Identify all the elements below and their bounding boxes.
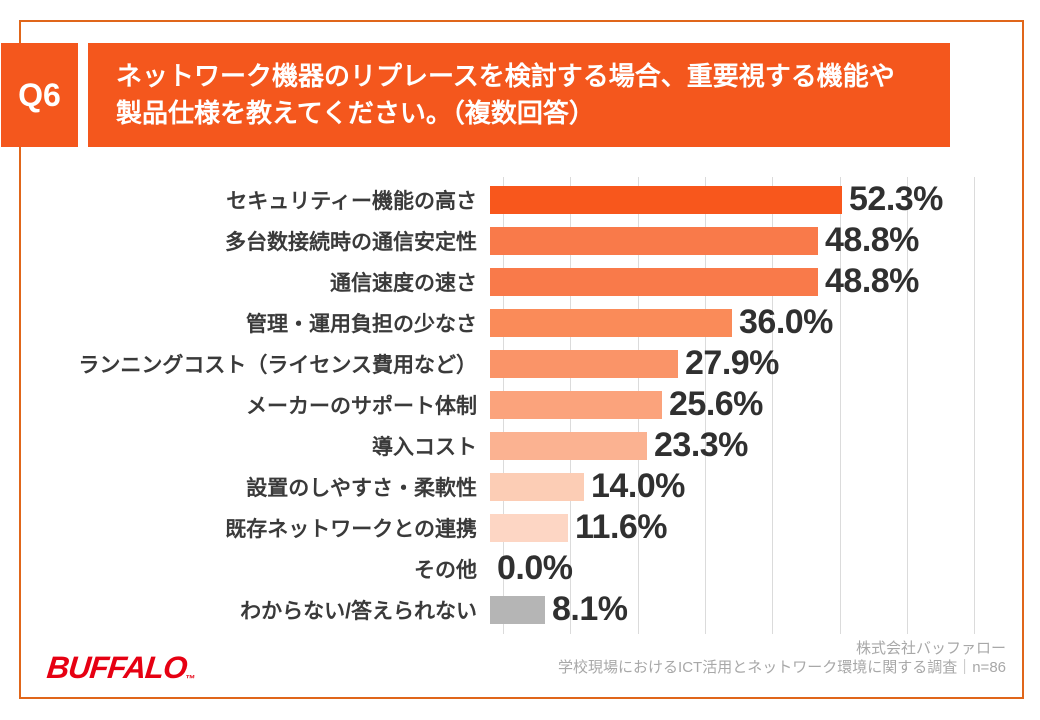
- question-badge-label: Q6: [18, 76, 61, 113]
- value-label: 48.8%: [825, 262, 919, 300]
- bar-area: 0.0%: [490, 548, 573, 589]
- value-label: 11.6%: [575, 508, 668, 546]
- value-label: 27.9%: [685, 344, 779, 382]
- bar-area: 11.6%: [490, 507, 668, 548]
- chart-row: 導入コスト 23.3%: [0, 425, 1040, 466]
- value-label: 25.6%: [669, 385, 763, 423]
- bar: [490, 185, 842, 214]
- bar: [490, 267, 818, 296]
- chart-row: わからない/答えられない 8.1%: [0, 589, 1040, 630]
- chart-row: その他 0.0%: [0, 548, 1040, 589]
- question-badge: Q6: [1, 43, 78, 147]
- gridline: [772, 177, 773, 634]
- chart-row: 多台数接続時の通信安定性 48.8%: [0, 220, 1040, 261]
- chart-row: 管理・運用負担の少なさ 36.0%: [0, 302, 1040, 343]
- bar-area: 8.1%: [490, 589, 628, 630]
- value-label: 8.1%: [552, 590, 628, 628]
- chart-row: ランニングコスト（ライセンス費用など） 27.9%: [0, 343, 1040, 384]
- value-label: 52.3%: [849, 180, 943, 218]
- bar: [490, 390, 662, 419]
- bar: [490, 308, 732, 337]
- card-border: [19, 20, 1024, 699]
- bar: [490, 513, 568, 542]
- category-label: セキュリティー機能の高さ: [226, 189, 477, 213]
- source-survey-name: 学校現場におけるICT活用とネットワーク環境に関する調査｜n=86: [558, 659, 1006, 676]
- bar-area: 36.0%: [490, 302, 833, 343]
- chart-rows: セキュリティー機能の高さ 52.3% 多台数接続時の通信安定性 48.8% 通信速度の速…: [0, 179, 1040, 630]
- source-company: 株式会社バッファロー: [855, 640, 1006, 657]
- bar-area: 48.8%: [490, 261, 919, 302]
- value-label: 48.8%: [825, 221, 919, 259]
- category-label: 既存ネットワークとの連携: [225, 517, 477, 541]
- category-label: 導入コスト: [372, 435, 477, 459]
- category-label: 多台数接続時の通信安定性: [225, 230, 477, 254]
- bar: [490, 349, 678, 378]
- question-title-line2: 製品仕様を教えてください。（複数回答）: [116, 98, 595, 128]
- bar: [490, 472, 584, 501]
- category-label: その他: [414, 558, 477, 582]
- gridline: [907, 177, 908, 634]
- category-label: 管理・運用負担の少なさ: [246, 312, 477, 336]
- value-label: 0.0%: [497, 549, 573, 587]
- bar-area: 52.3%: [490, 179, 943, 220]
- bar-area: 14.0%: [490, 466, 685, 507]
- buffalo-logo-text: BUFFALO: [45, 650, 189, 685]
- bar-area: 48.8%: [490, 220, 919, 261]
- category-label: わからない/答えられない: [240, 599, 477, 623]
- category-label: 通信速度の速さ: [330, 271, 477, 295]
- chart-row: 通信速度の速さ 48.8%: [0, 261, 1040, 302]
- value-label: 36.0%: [739, 303, 833, 341]
- chart-row: セキュリティー機能の高さ 52.3%: [0, 179, 1040, 220]
- chart-row: メーカーのサポート体制 25.6%: [0, 384, 1040, 425]
- trademark-symbol: ™: [184, 674, 196, 685]
- bar-area: 27.9%: [490, 343, 779, 384]
- survey-source: 株式会社バッファロー 学校現場におけるICT活用とネットワーク環境に関する調査｜…: [558, 639, 1006, 677]
- question-title-line1: ネットワーク機器のリプレースを検討する場合、重要視する機能や: [116, 61, 895, 91]
- gridline: [705, 177, 706, 634]
- category-label: メーカーのサポート体制: [246, 394, 477, 418]
- bar-chart: セキュリティー機能の高さ 52.3% 多台数接続時の通信安定性 48.8% 通信速度の速…: [0, 177, 1040, 634]
- question-title-banner: ネットワーク機器のリプレースを検討する場合、重要視する機能や 製品仕様を教えてく…: [88, 43, 950, 147]
- gridline: [974, 177, 975, 634]
- bar: [490, 226, 818, 255]
- bar: [490, 595, 545, 624]
- value-label: 14.0%: [591, 467, 685, 505]
- chart-row: 既存ネットワークとの連携 11.6%: [0, 507, 1040, 548]
- bar-area: 23.3%: [490, 425, 748, 466]
- chart-row: 設置のしやすさ・柔軟性 14.0%: [0, 466, 1040, 507]
- bar: [490, 431, 647, 460]
- category-label: ランニングコスト（ライセンス費用など）: [78, 353, 477, 377]
- gridline: [840, 177, 841, 634]
- bar-area: 25.6%: [490, 384, 763, 425]
- buffalo-logo: BUFFALO™: [45, 650, 198, 686]
- value-label: 23.3%: [654, 426, 748, 464]
- category-label: 設置のしやすさ・柔軟性: [246, 476, 477, 500]
